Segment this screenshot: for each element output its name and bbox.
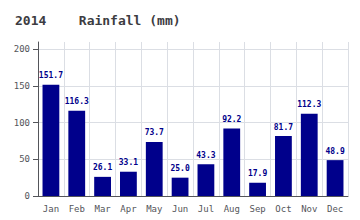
svg-text:112.3: 112.3: [297, 100, 321, 109]
svg-text:92.2: 92.2: [222, 115, 241, 124]
svg-text:151.7: 151.7: [39, 71, 63, 80]
svg-text:Mar: Mar: [94, 204, 111, 214]
svg-text:Nov: Nov: [301, 204, 317, 214]
svg-text:33.1: 33.1: [119, 158, 138, 167]
svg-text:Sep: Sep: [249, 204, 265, 214]
svg-text:48.9: 48.9: [325, 147, 344, 156]
svg-text:0: 0: [25, 191, 30, 201]
svg-text:Apr: Apr: [120, 204, 137, 214]
svg-text:Aug: Aug: [224, 204, 240, 214]
svg-text:73.7: 73.7: [145, 128, 164, 137]
svg-text:43.3: 43.3: [196, 151, 215, 160]
svg-text:2014: 2014: [15, 13, 46, 28]
svg-text:50: 50: [19, 154, 30, 164]
svg-text:May: May: [146, 204, 163, 214]
svg-text:200: 200: [14, 44, 30, 54]
svg-text:Oct: Oct: [275, 204, 291, 214]
svg-text:81.7: 81.7: [274, 123, 293, 132]
svg-text:Jul: Jul: [198, 204, 214, 214]
svg-text:Jun: Jun: [172, 204, 188, 214]
svg-text:17.9: 17.9: [248, 169, 267, 178]
svg-text:Jan: Jan: [43, 204, 59, 214]
svg-text:26.1: 26.1: [93, 163, 112, 172]
svg-text:100: 100: [14, 118, 30, 128]
svg-text:Dec: Dec: [327, 204, 343, 214]
svg-text:Feb: Feb: [69, 204, 85, 214]
svg-text:Rainfall (mm): Rainfall (mm): [79, 13, 181, 28]
svg-text:116.3: 116.3: [65, 97, 89, 106]
svg-text:150: 150: [14, 81, 30, 91]
svg-text:25.0: 25.0: [170, 164, 189, 173]
